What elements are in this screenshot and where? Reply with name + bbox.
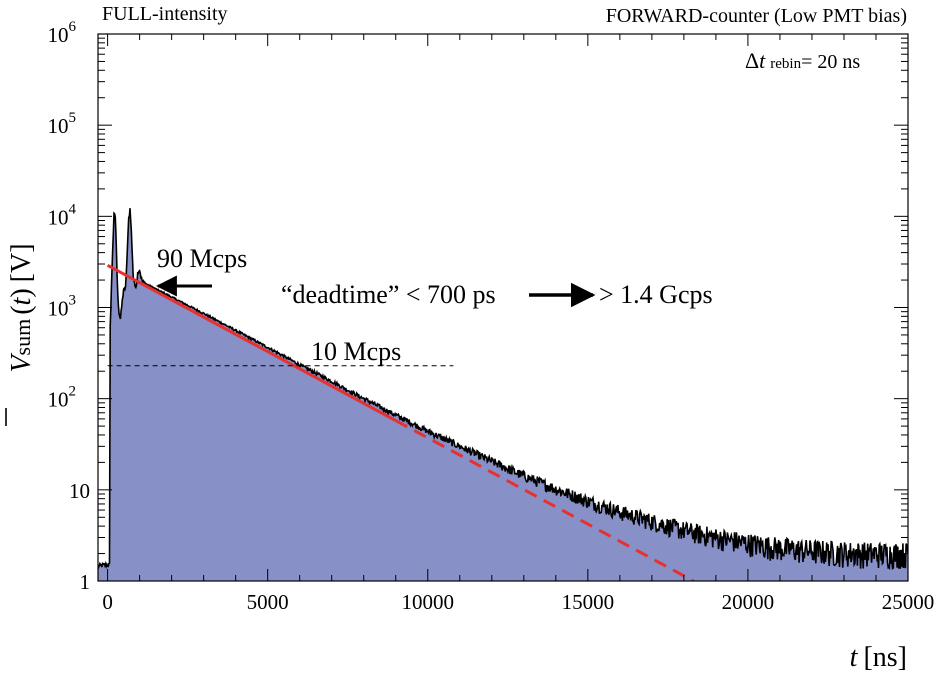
x-tick-label: 20000 (722, 590, 775, 614)
y-tick-label: 105 (48, 110, 77, 138)
axis-ticks: 0 5000 10000 15000 20000 25000 1 10 102 103 104 105… (48, 19, 935, 614)
y-tick-label: 1 (80, 570, 91, 594)
y-tick-label: 106 (48, 19, 77, 47)
y-tick-label: 104 (48, 201, 77, 229)
x-tick-label: 5000 (247, 590, 289, 614)
plot-area (98, 208, 908, 581)
x-tick-label: 10000 (402, 590, 455, 614)
annotation-deadtime: “deadtime” < 700 ps (281, 280, 496, 309)
svg-text:Vsum(t)[V]: Vsum(t)[V] (6, 243, 37, 372)
histogram-line (98, 208, 908, 571)
x-tick-label: 25000 (882, 590, 935, 614)
x-tick-label: 0 (102, 590, 113, 614)
annotation-90mcps: 90 Mcps (157, 244, 247, 273)
histogram-area (98, 208, 908, 581)
x-axis-title: t [ns] (850, 642, 907, 673)
rebin-note: Δt rebin= 20 ns (745, 48, 860, 73)
y-tick-label: 103 (48, 293, 77, 321)
y-tick-label: 10 (69, 479, 90, 503)
x-tick-label: 15000 (562, 590, 615, 614)
annotation-gcps: > 1.4 Gcps (599, 280, 713, 309)
title-left: FULL-intensity (102, 3, 228, 25)
title-right: FORWARD-counter (Low PMT bias) (606, 5, 907, 27)
y-tick-label: 102 (48, 384, 77, 412)
annotation-10mcps: 10 Mcps (311, 337, 401, 366)
fit-line-dashed (395, 419, 695, 581)
y-axis-title: Vsum(t)[V] (5, 243, 37, 426)
fit-line-solid (106, 264, 397, 422)
